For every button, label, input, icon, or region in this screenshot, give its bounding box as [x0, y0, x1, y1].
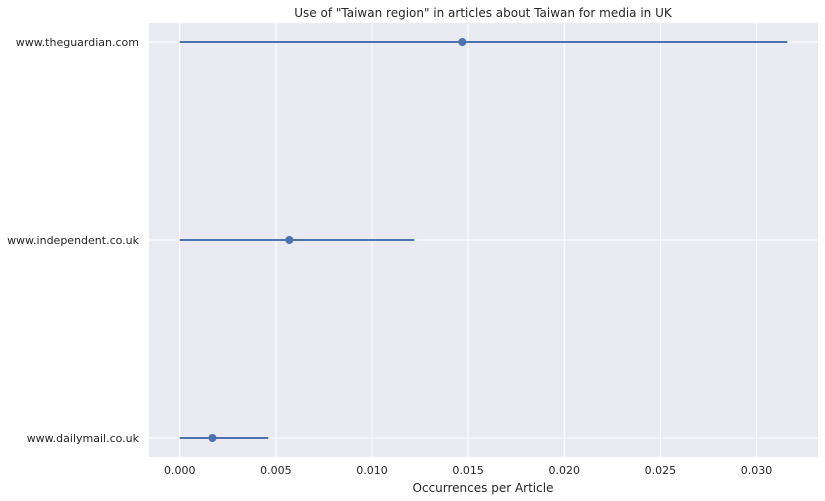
x-tick-label: 0.020 [548, 464, 580, 477]
x-axis-ticks: 0.000 0.005 0.010 0.015 0.020 0.025 0.030 [164, 464, 772, 477]
x-tick-label: 0.010 [356, 464, 388, 477]
y-tick-label: www.dailymail.co.uk [27, 432, 140, 445]
x-tick-label: 0.005 [260, 464, 292, 477]
data-marks [179, 38, 788, 442]
x-tick-label: 0.025 [645, 464, 677, 477]
x-tick-label: 0.000 [164, 464, 196, 477]
data-point [285, 236, 294, 244]
chart-title: Use of "Taiwan region" in articles about… [294, 6, 673, 20]
data-point [208, 434, 217, 442]
x-axis-label: Occurrences per Article [413, 481, 554, 495]
y-tick-label: www.theguardian.com [16, 36, 139, 49]
data-point [458, 38, 467, 46]
x-tick-label: 0.015 [452, 464, 484, 477]
x-tick-label: 0.030 [741, 464, 773, 477]
y-axis-ticks: www.theguardian.com www.independent.co.uk… [7, 36, 140, 445]
y-tick-label: www.independent.co.uk [7, 234, 140, 247]
